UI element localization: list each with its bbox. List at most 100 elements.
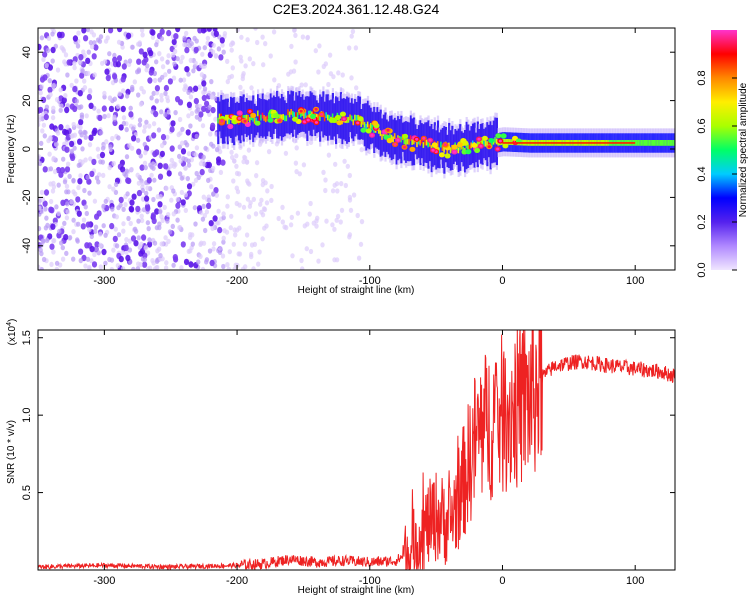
spectrogram-cell [125, 177, 131, 184]
spectrogram-cell [184, 66, 190, 73]
spectrogram-cell [242, 241, 248, 247]
spectrogram-cell [91, 261, 98, 268]
spectrogram-cell [56, 31, 63, 38]
spectrogram-cell [246, 147, 252, 153]
spectrogram-cell [131, 126, 136, 132]
spectrogram-cell [98, 130, 104, 136]
spectrogram-cell [209, 184, 214, 190]
spectrogram-cell [124, 154, 130, 160]
spectrogram-cell [154, 42, 159, 48]
spectrogram-cell [178, 171, 183, 177]
spectrogram-cell [143, 165, 148, 171]
spectrogram-cell [140, 32, 145, 38]
spectrogram-cell [421, 137, 424, 144]
spectrogram-cell [107, 51, 112, 57]
spectrogram-cell [136, 218, 141, 224]
spectrogram-cell [141, 89, 146, 95]
spectrogram-cell [77, 90, 83, 97]
spectrogram-cell [67, 173, 72, 179]
spectrogram-cell [142, 51, 148, 58]
spectrogram-cell [128, 105, 133, 111]
spectrogram-cell [147, 77, 153, 84]
spectrogram-cell [354, 85, 359, 91]
spectrogram-cell [340, 111, 346, 117]
spectrogram-cell [111, 160, 116, 167]
spectrogram-cell [157, 162, 163, 169]
spectrogram-cell [409, 135, 412, 142]
spectrogram-cell [237, 251, 243, 257]
spectrogram-cell [142, 128, 147, 134]
spectrogram-cell [69, 103, 75, 110]
spectrogram-cell [245, 114, 248, 121]
colorbar-tick-label: 0.6 [696, 118, 708, 133]
spectrogram-cell [339, 207, 345, 213]
spectrogram-cell [148, 69, 154, 76]
spectrogram-cell [261, 206, 267, 212]
spectrogram-cell [199, 72, 205, 78]
snr-series [38, 330, 675, 570]
spectrogram-cell [40, 238, 46, 244]
spectrogram-cell [211, 143, 216, 149]
spectrogram-cell [40, 128, 45, 134]
spectrogram-cell [193, 177, 199, 183]
spectrogram-cell [393, 143, 397, 146]
spectrogram-cell [116, 55, 123, 62]
spectrogram-cell [179, 189, 185, 195]
spectrogram-cell [505, 139, 508, 145]
spectrogram-cell [125, 191, 130, 197]
spectrogram-cell [117, 91, 122, 97]
spectrogram-cell [131, 266, 136, 270]
spectrogram-cell [260, 212, 266, 218]
spectrogram-cell [188, 248, 193, 254]
spectrogram-cell [495, 138, 498, 145]
spectrogram-cell [209, 259, 215, 267]
spectrogram-cell [115, 60, 121, 68]
spectrogram-cell [111, 186, 116, 192]
spectrogram-cell [258, 201, 263, 207]
spectrogram-cell [152, 177, 157, 183]
spectrogram-cell [128, 111, 134, 118]
spectrogram-cell [92, 251, 97, 258]
spectrogram-cell [207, 90, 212, 96]
spectrogram-cell [39, 84, 44, 90]
spectrogram-cell [237, 202, 242, 208]
spectrogram-cell [213, 53, 219, 59]
spectrogram-cell [78, 258, 84, 264]
spectrogram-cell [216, 156, 222, 163]
spectrogram-cell [217, 226, 223, 234]
spectrogram-cell [86, 178, 92, 185]
spectrogram-cell [328, 71, 334, 77]
spectrogram-cell [47, 86, 53, 94]
spectrogram-cell [167, 68, 172, 74]
spectrogram-cell [227, 249, 232, 255]
spectrogram-cell [413, 138, 416, 145]
spectrogram-cell [273, 113, 280, 119]
spectrogram-cell [63, 52, 69, 58]
spectrogram-cell [146, 177, 152, 184]
spectrogram-cell [163, 72, 168, 78]
spectrogram-cell [157, 201, 163, 208]
spectrogram-cell [248, 110, 252, 113]
spectrogram-cell [98, 264, 104, 270]
spectrogram-cell [149, 164, 154, 170]
spectrogram-cell [103, 198, 109, 204]
spectrogram-cell [191, 68, 196, 74]
spectrogram-cell [173, 162, 178, 168]
spectrogram-cell [261, 62, 266, 68]
spectrogram-cell [79, 132, 84, 138]
spectrogram-cell [202, 45, 207, 51]
spectrogram-cell [71, 121, 76, 128]
spectrogram-cell [108, 28, 114, 34]
spectrogram-cell [225, 262, 230, 268]
spectrogram-cell [135, 205, 141, 213]
spectrogram-cell [191, 181, 196, 187]
spectrogram-cell [117, 28, 123, 33]
spectrogram-cell [651, 140, 655, 146]
spectrogram-cell [207, 104, 212, 110]
spectrogram-cell [120, 76, 126, 83]
spectrogram-cell [193, 97, 199, 105]
spectrogram-cell [112, 73, 118, 80]
spectrogram-cell [185, 129, 191, 136]
spectrogram-cell [444, 153, 451, 159]
spectrogram-cell [260, 182, 265, 188]
